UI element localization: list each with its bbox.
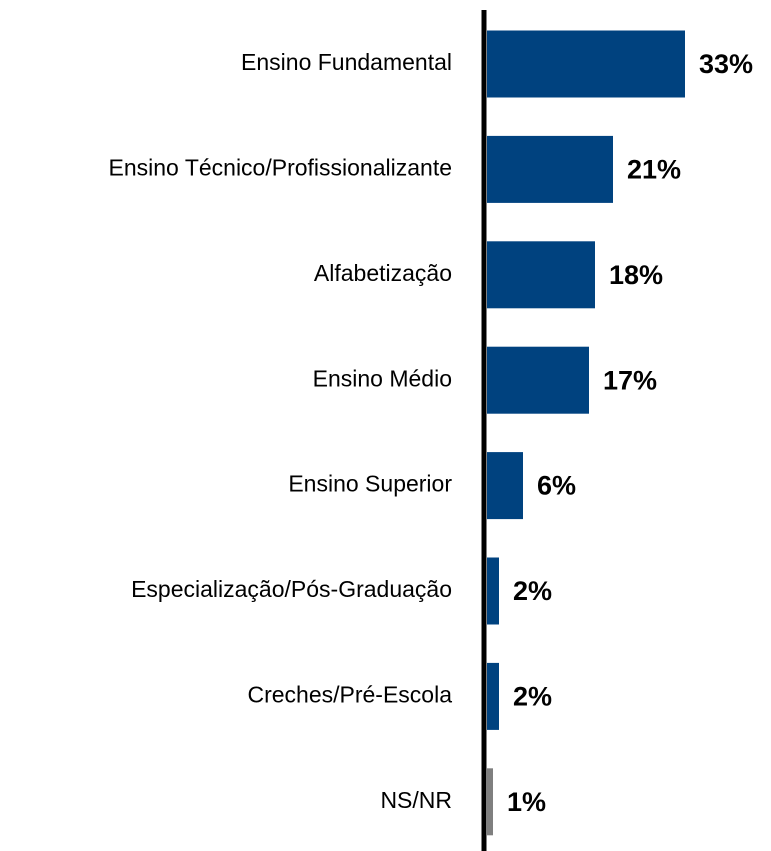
bar (487, 557, 499, 625)
category-label: Ensino Técnico/Profissionalizante (109, 154, 452, 180)
value-label: 6% (537, 471, 576, 501)
value-label: 1% (507, 787, 546, 817)
category-label: Ensino Fundamental (241, 49, 452, 75)
value-label: 2% (513, 682, 552, 712)
value-label: 17% (603, 365, 657, 395)
bar (487, 768, 493, 836)
category-label: Creches/Pré-Escola (247, 681, 452, 707)
value-label: 2% (513, 576, 552, 606)
category-label: Ensino Superior (288, 471, 452, 497)
category-label: Alfabetização (314, 260, 452, 286)
bar (487, 346, 589, 414)
value-label: 21% (627, 155, 681, 185)
category-label: Especialização/Pós-Graduação (131, 576, 452, 602)
category-label: Ensino Médio (313, 365, 452, 391)
bar (487, 135, 613, 203)
bar (487, 452, 523, 520)
value-label: 18% (609, 260, 663, 290)
bar (487, 30, 685, 98)
bar (487, 241, 595, 309)
bar (487, 662, 499, 730)
value-label: 33% (699, 49, 753, 79)
category-label: NS/NR (380, 787, 452, 813)
